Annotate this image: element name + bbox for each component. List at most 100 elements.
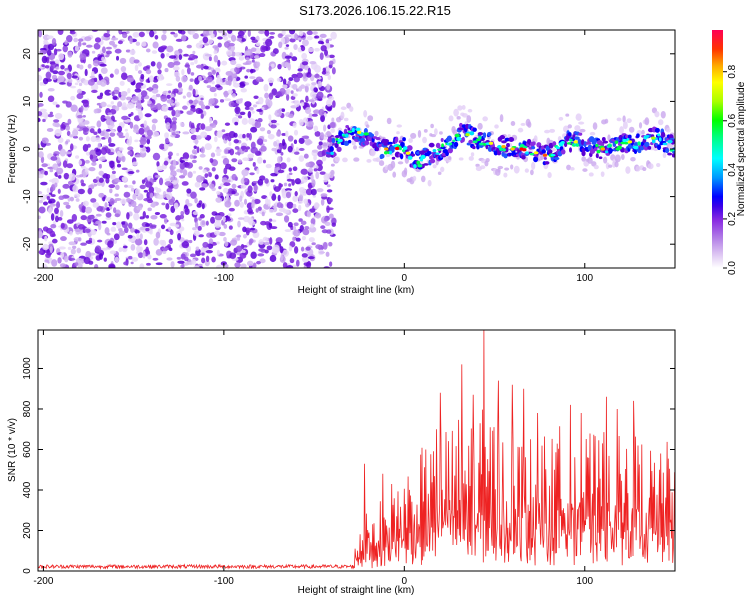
spectrogram-halo-blob — [600, 171, 605, 178]
spectrogram-noise-blob — [169, 164, 174, 172]
spectrogram-noise-blob — [116, 55, 120, 61]
spectrogram-halo-blob — [420, 175, 426, 183]
spectrogram-noise-blob — [244, 106, 251, 111]
spectrogram-noise-blob — [115, 179, 122, 183]
spectrogram-noise-blob — [255, 208, 259, 213]
spectrogram-noise-blob — [205, 220, 209, 226]
spectrogram-noise-blob — [114, 256, 120, 263]
spectrogram-noise-blob — [70, 248, 76, 255]
spectrogram-noise-blob — [148, 86, 153, 92]
spectrogram-noise-blob — [201, 252, 205, 256]
spectrogram-noise-blob — [40, 181, 48, 186]
spectrogram-core-blob — [667, 152, 672, 156]
spectrogram-noise-blob — [145, 214, 150, 219]
spectrogram-noise-blob — [250, 251, 257, 259]
spectrogram-noise-blob — [149, 230, 153, 235]
spectrogram-core-blob — [333, 152, 337, 157]
spectrogram-core-blob — [345, 125, 350, 129]
spectrogram-noise-blob — [187, 171, 193, 179]
spectrogram-noise-blob — [73, 37, 79, 43]
spectrogram-noise-blob — [312, 164, 319, 170]
spectrogram-noise-blob — [164, 157, 170, 161]
spectrogram-noise-blob — [284, 55, 292, 59]
spectrogram-core-blob — [347, 127, 351, 131]
spectrogram-noise-blob — [108, 136, 112, 145]
spectrogram-noise-blob — [258, 239, 264, 245]
spectrogram-halo-blob — [510, 164, 514, 170]
spectrogram-noise-blob — [99, 63, 107, 67]
spectrogram-core-blob — [400, 141, 405, 147]
spectrogram-halo-blob — [396, 131, 400, 135]
spectrogram-halo-blob — [638, 122, 643, 129]
spectrogram-noise-blob — [50, 156, 58, 161]
spectrogram-noise-blob — [198, 109, 204, 114]
spectrogram-noise-blob — [213, 92, 217, 97]
spectrogram-noise-blob — [78, 136, 84, 141]
spectrogram-noise-blob — [173, 61, 181, 66]
spectrogram-noise-blob — [140, 90, 148, 97]
spectrogram-noise-blob — [164, 132, 169, 139]
spectrogram-halo-blob — [641, 129, 645, 135]
spectrogram-noise-blob — [307, 256, 315, 260]
spectrogram-noise-blob — [228, 141, 232, 146]
spectrogram-halo-blob — [334, 156, 340, 163]
spectrogram-noise-blob — [101, 35, 105, 41]
spectrogram-core-blob — [327, 137, 334, 143]
spectrogram-mid-blob — [389, 150, 393, 155]
spectrogram-noise-blob — [116, 150, 121, 157]
spectrogram-noise-blob — [200, 104, 206, 110]
spectrogram-mid-blob — [469, 131, 475, 136]
spectrogram-halo-blob — [626, 118, 632, 124]
spectrogram-core-blob — [447, 147, 454, 154]
spectrogram-noise-blob — [83, 79, 90, 86]
spectrogram-noise-blob — [126, 96, 132, 101]
spectrogram-noise-blob — [168, 55, 177, 59]
spectrogram-noise-blob — [135, 82, 142, 90]
spectrogram-noise-blob — [265, 197, 269, 205]
spectrogram-noise-blob — [317, 80, 323, 88]
spectrogram-mid-blob — [347, 130, 353, 134]
spectrogram-noise-blob — [285, 191, 292, 199]
spectrogram-noise-blob — [150, 203, 156, 208]
spectrogram-noise-blob — [274, 109, 282, 118]
snr-y-tick-label: 400 — [22, 481, 33, 498]
spectrogram-halo-blob — [622, 115, 626, 123]
spectrogram-noise-blob — [322, 242, 328, 250]
spectrogram-noise-blob — [77, 41, 82, 47]
spectrogram-noise-blob — [210, 152, 216, 158]
snr-y-tick-label: 800 — [22, 400, 33, 417]
spectrogram-noise-blob — [308, 113, 313, 119]
spectrogram-noise-blob — [182, 131, 190, 135]
spectrogram-noise-blob — [89, 128, 95, 134]
spectrogram-noise-blob — [79, 53, 87, 61]
spectrogram-noise-blob — [41, 163, 48, 168]
spectrogram-noise-blob — [171, 109, 176, 117]
spectrogram-halo-blob — [440, 166, 445, 173]
spectrogram-noise-blob — [118, 30, 123, 35]
spectrogram-noise-blob — [104, 227, 110, 235]
spectrogram-noise-blob — [265, 30, 270, 37]
spectrogram-noise-blob — [104, 89, 112, 96]
spectrogram-noise-blob — [149, 75, 154, 83]
spectrogram-noise-blob — [199, 153, 206, 158]
spectrogram-halo-blob — [363, 109, 368, 118]
spectrogram-halo-blob — [507, 134, 511, 139]
snr-frame — [37, 329, 676, 572]
spectrogram-noise-blob — [186, 91, 192, 98]
spectrogram-halo-blob — [530, 169, 534, 176]
spectrogram-noise-blob — [159, 214, 167, 219]
spectrogram-noise-blob — [280, 253, 284, 261]
spectrogram-noise-blob — [54, 123, 61, 128]
spectrogram-noise-blob — [87, 63, 92, 69]
spectrogram-noise-blob — [233, 132, 238, 138]
spectrogram-noise-blob — [277, 194, 281, 202]
spectrogram-noise-blob — [314, 65, 322, 73]
spectrogram-halo-blob — [605, 162, 610, 170]
spectrogram-noise-blob — [190, 191, 197, 199]
spectrogram-noise-blob — [259, 127, 266, 132]
spectrogram-noise-blob — [316, 188, 324, 193]
spectrogram-noise-blob — [317, 40, 324, 45]
spectrogram-core-blob — [636, 133, 640, 138]
spectrogram-noise-blob — [195, 248, 202, 257]
